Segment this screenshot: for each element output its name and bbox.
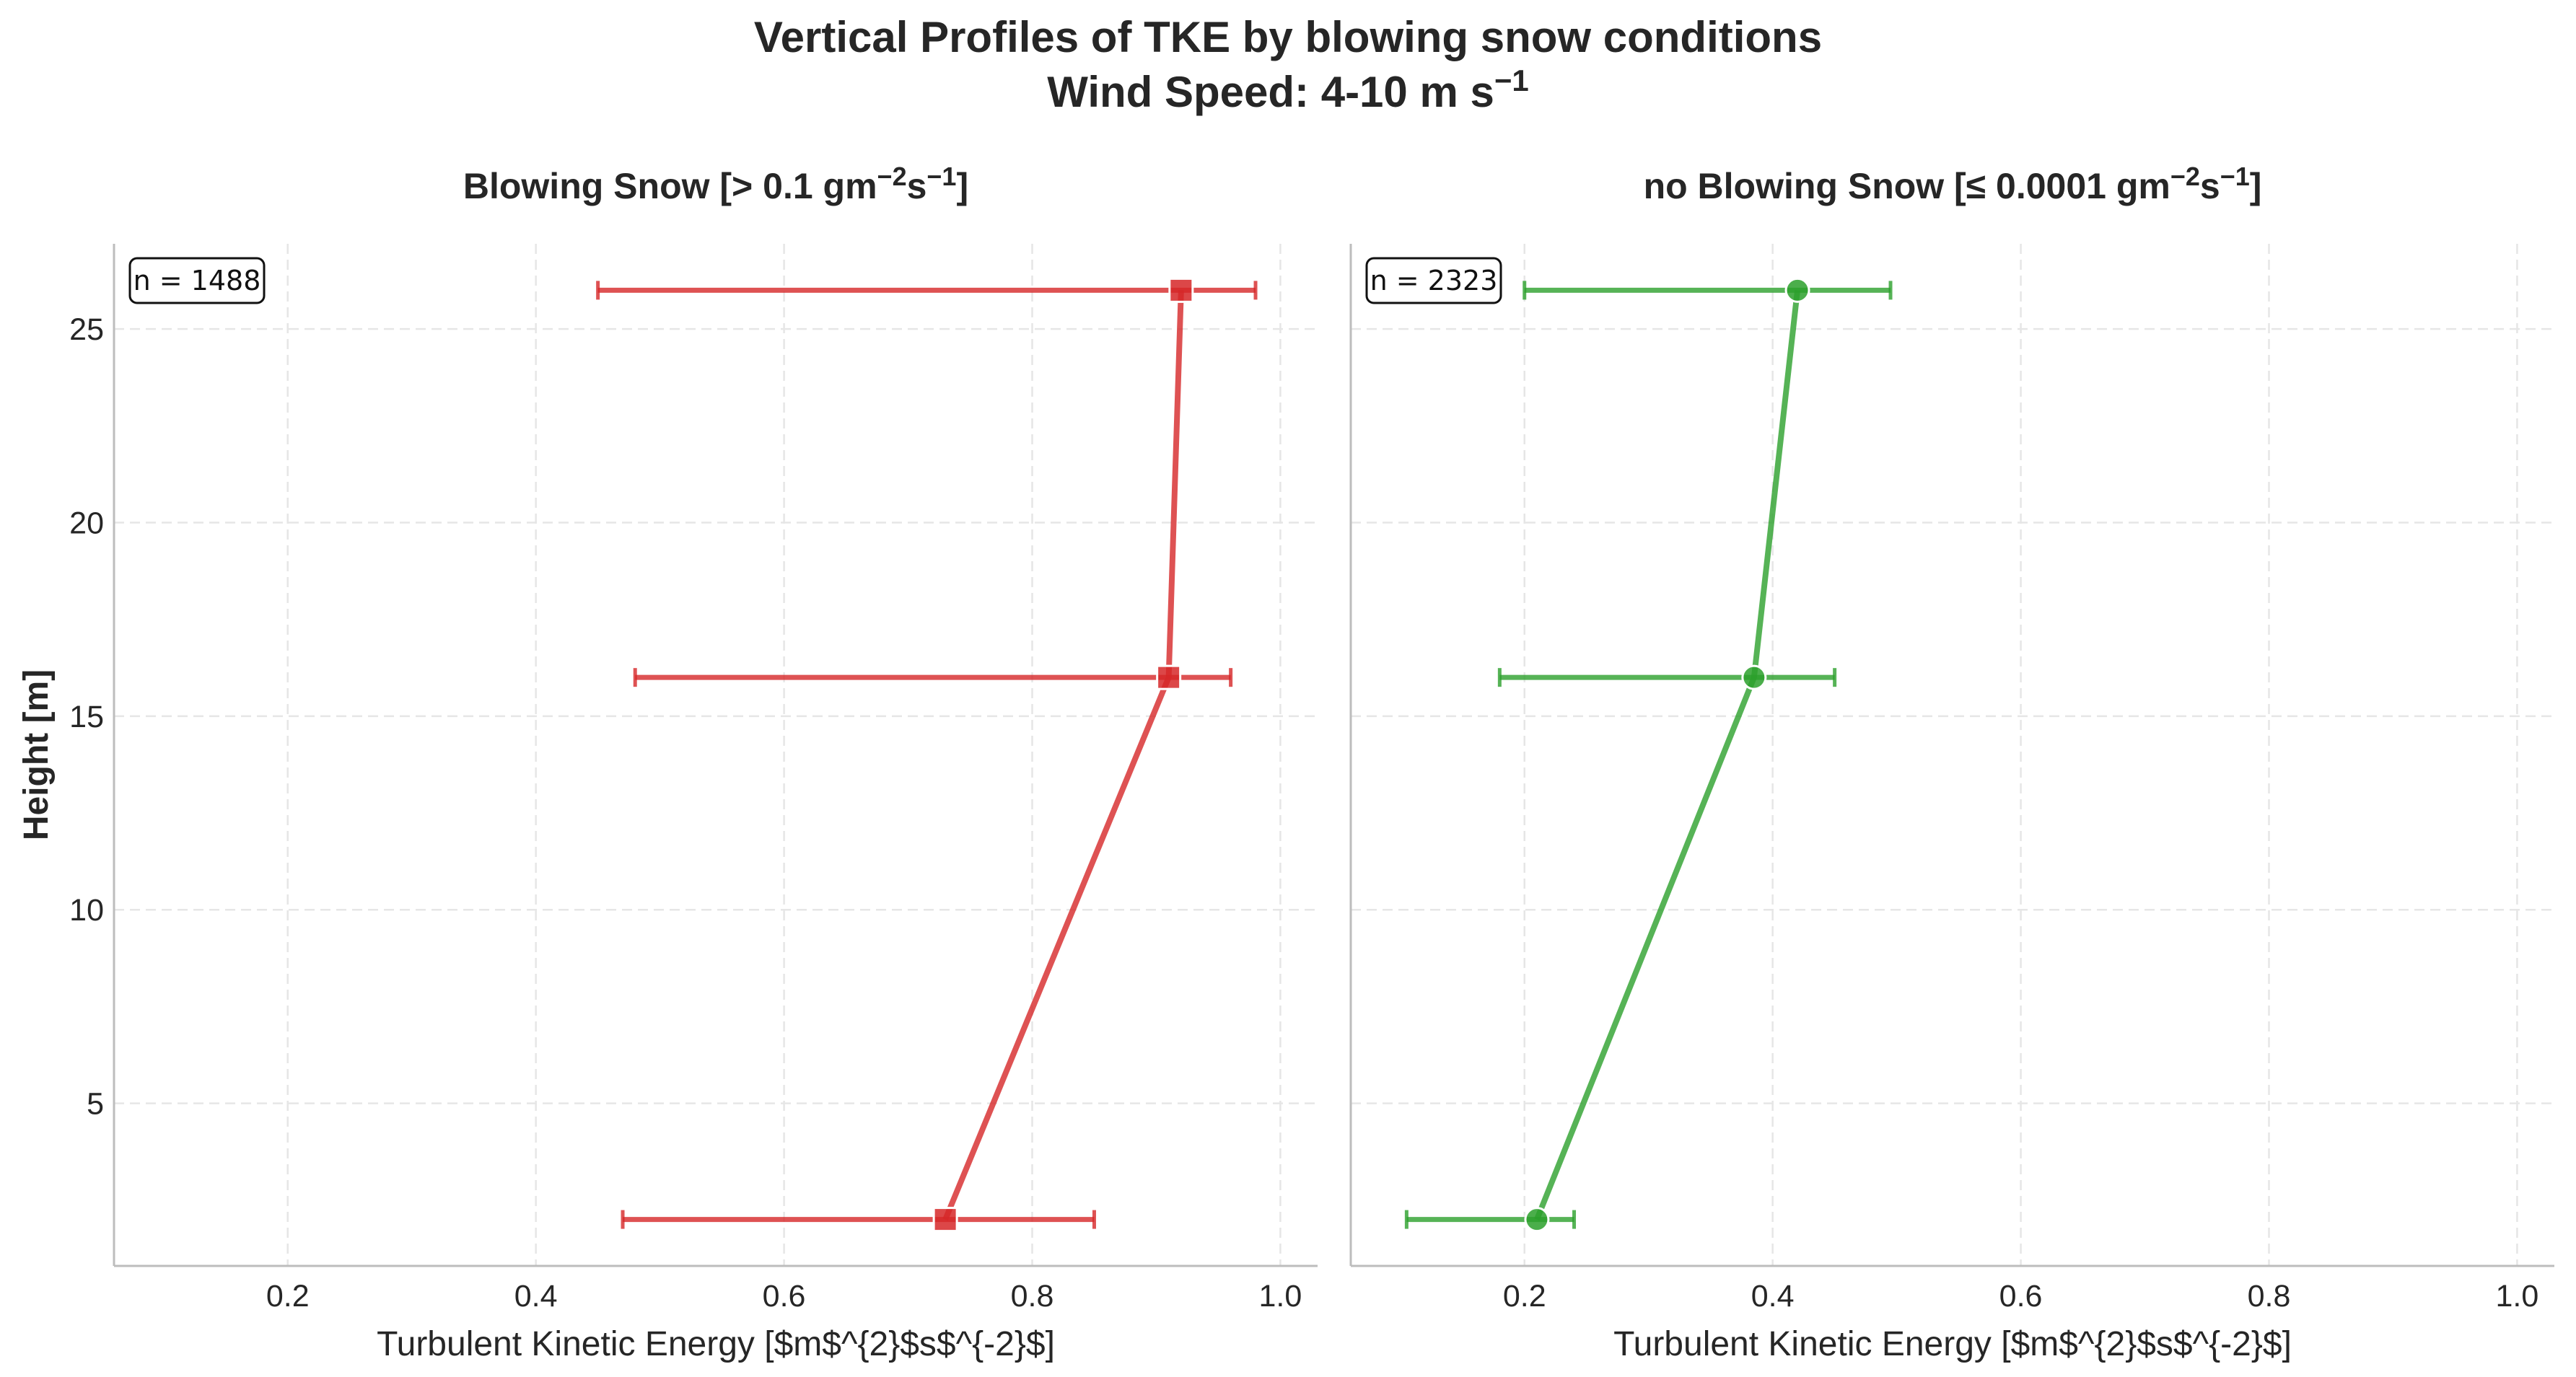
x-tick-label: 0.4 <box>514 1279 558 1314</box>
y-axis-label: Height [m] <box>17 669 56 840</box>
panel-title: Blowing Snow [> 0.1 gm−2s−1] <box>463 162 968 206</box>
sample-count-annotation: n = 1488 <box>128 257 266 304</box>
panel-title-text: no Blowing Snow [≤ 0.0001 gm <box>1644 166 2170 206</box>
panel-title-superscript: −1 <box>2220 162 2250 191</box>
x-tick-label: 1.0 <box>2496 1279 2539 1314</box>
sample-count-text: n = 1488 <box>133 265 261 296</box>
figure-title-line2-main: Wind Speed: 4-10 m s <box>1047 68 1494 116</box>
y-tick-label: 25 <box>69 312 104 347</box>
x-tick-label: 0.4 <box>1751 1279 1795 1314</box>
y-tick-label: 10 <box>69 893 104 928</box>
panel-title-text: ] <box>956 166 968 206</box>
panel-title-text: s <box>907 166 927 206</box>
profile-line <box>942 290 1184 1221</box>
sample-count-text: n = 2323 <box>1370 265 1498 296</box>
panel-blowing-snow: 0.2 0.4 0.6 0.8 1.0 5 10 15 20 25 Turbulent Kineti… <box>17 162 1318 1363</box>
sample-count-box <box>128 257 266 304</box>
x-tick-label: 0.8 <box>1011 1279 1054 1314</box>
panel-title-text: s <box>2200 166 2220 206</box>
x-tick-label: 1.0 <box>1259 1279 1302 1314</box>
panel-no-blowing-snow: 0.2 0.4 0.6 0.8 1.0 Turbulent Kinetic Energy … <box>1349 162 2554 1363</box>
data-point-marker <box>1156 664 1182 690</box>
data-point-marker <box>1784 277 1810 303</box>
y-tick-label: 5 <box>87 1087 104 1122</box>
x-axis-label: Turbulent Kinetic Energy [$m$^{2}$s$^{-2… <box>1613 1325 2292 1363</box>
figure-title-line2: Wind Speed: 4-10 m s−1 <box>1047 63 1529 116</box>
sample-count-box <box>1365 257 1502 304</box>
profile-line <box>1534 289 1801 1221</box>
x-axis-label: Turbulent Kinetic Energy [$m$^{2}$s$^{-2… <box>377 1325 1055 1363</box>
panel-title: no Blowing Snow [≤ 0.0001 gm−2s−1] <box>1644 162 2262 206</box>
data-point-marker <box>1168 277 1194 303</box>
data-point-marker <box>1741 664 1767 690</box>
y-tick-label: 20 <box>69 506 104 540</box>
x-tick-label: 0.2 <box>266 1279 310 1314</box>
figure-title-line2-superscript: −1 <box>1494 63 1529 97</box>
x-tick-label: 0.6 <box>1999 1279 2043 1314</box>
panel-title-superscript: −1 <box>926 162 956 191</box>
x-tick-label: 0.2 <box>1503 1279 1546 1314</box>
data-point-marker <box>1524 1207 1550 1233</box>
panel-title-text: Blowing Snow [> 0.1 gm <box>463 166 877 206</box>
data-point-marker <box>932 1207 958 1233</box>
y-tick-label: 15 <box>69 700 104 734</box>
sample-count-annotation: n = 2323 <box>1365 257 1502 304</box>
panel-title-text: ] <box>2250 166 2262 206</box>
x-tick-label: 0.6 <box>763 1279 806 1314</box>
panel-title-superscript: −2 <box>877 162 907 191</box>
x-tick-label: 0.8 <box>2248 1279 2291 1314</box>
figure-title-line1: Vertical Profiles of TKE by blowing snow… <box>754 13 1822 61</box>
panel-title-superscript: −2 <box>2170 162 2200 191</box>
